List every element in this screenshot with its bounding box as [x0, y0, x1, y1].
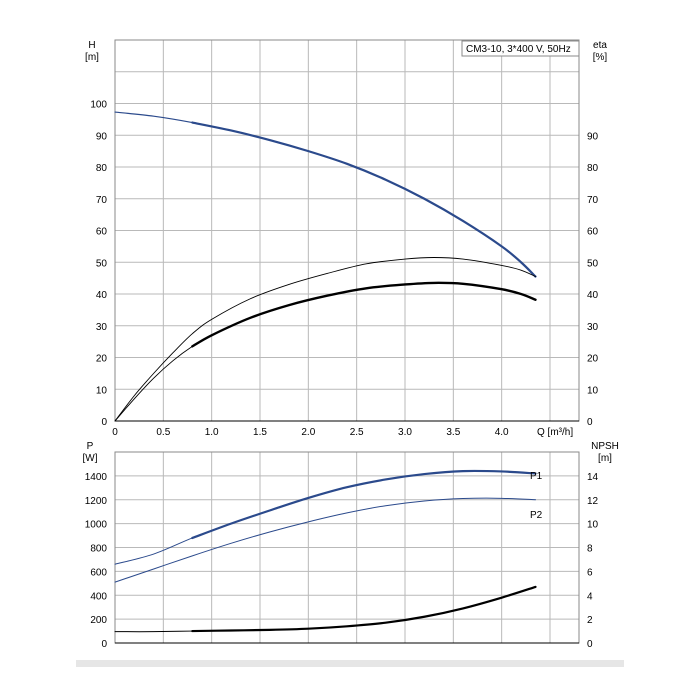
upper-left-tick-label: 30	[96, 322, 108, 333]
lower-right-tick-label: 6	[587, 567, 593, 578]
lower-left-tick-label: 800	[90, 544, 107, 555]
upper-left-tick-label: 100	[90, 100, 107, 111]
upper-left-tick-label: 40	[96, 290, 108, 301]
lower-right-tick-label: 0	[587, 639, 593, 650]
upper-left-tick-label: 70	[96, 195, 108, 206]
lower-left-tick-label: 600	[90, 567, 107, 578]
upper-left-tick-label: 10	[96, 385, 108, 396]
upper-left-tick-label: 20	[96, 354, 108, 365]
efficiency-curve-pump	[114, 282, 536, 422]
power-curve-p1-operating-range	[191, 469, 537, 540]
upper-right-tick-label: 0	[587, 417, 593, 428]
tick-labels: 0 0.5 1.0 1.5 2.0 2.5 3.0 3.5 4.0010203040506070…	[85, 100, 599, 651]
upper-right-tick-label: 80	[587, 163, 599, 174]
lower-left-tick-label: 400	[90, 591, 107, 602]
lower-right-tick-label: 10	[587, 520, 599, 531]
lower-right-tick-label: 2	[587, 615, 593, 626]
x-tick-label: 2.0	[301, 427, 315, 438]
lower-right-tick-label: 4	[587, 591, 593, 602]
x-tick-label: 4.0	[495, 427, 509, 438]
npsh-curve	[114, 586, 536, 633]
lower-right-axis-label-unit: [m]	[598, 453, 612, 464]
lower-right-tick-label: 8	[587, 544, 593, 555]
upper-grid	[115, 40, 579, 421]
upper-left-axis-label-name: H	[88, 40, 95, 51]
x-tick-label: 1.0	[205, 427, 219, 438]
chart-title: CM3-10, 3*400 V, 50Hz	[466, 44, 571, 55]
upper-right-tick-label: 40	[587, 290, 599, 301]
lower-left-tick-label: 200	[90, 615, 107, 626]
upper-left-tick-label: 90	[96, 131, 108, 142]
x-tick-label: 0.5	[156, 427, 170, 438]
upper-left-tick-label: 60	[96, 227, 108, 238]
upper-right-tick-label: 70	[587, 195, 599, 206]
upper-right-tick-label: 30	[587, 322, 599, 333]
x-tick-label: 3.0	[398, 427, 412, 438]
upper-right-tick-label: 60	[587, 227, 599, 238]
lower-left-tick-label: 1400	[85, 472, 108, 483]
lower-left-tick-label: 0	[101, 639, 107, 650]
upper-right-tick-label: 50	[587, 258, 599, 269]
lower-right-axis-label-name: NPSH	[591, 441, 619, 452]
x-axis-label: Q [m³/h]	[537, 427, 573, 438]
x-tick-label: 3.5	[446, 427, 460, 438]
efficiency-curve-total	[114, 257, 536, 422]
x-tick-label: 0	[112, 427, 118, 438]
power-curve-p2	[114, 497, 536, 583]
lower-left-tick-label: 1000	[85, 520, 108, 531]
lower-right-tick-label: 12	[587, 496, 599, 507]
upper-right-tick-label: 20	[587, 354, 599, 365]
lower-left-tick-label: 1200	[85, 496, 108, 507]
series-label-p2: P2	[530, 510, 543, 521]
lower-grid	[115, 452, 579, 643]
lower-left-axis-label-unit: [W]	[83, 453, 98, 464]
title-box	[461, 40, 580, 57]
x-tick-label: 2.5	[350, 427, 364, 438]
head-curve	[114, 111, 537, 278]
upper-left-tick-label: 0	[101, 417, 107, 428]
upper-left-axis-label-unit: [m]	[85, 52, 99, 63]
series-label-p1: P1	[530, 471, 543, 482]
x-tick-label: 1.5	[253, 427, 267, 438]
upper-right-tick-label: 90	[587, 131, 599, 142]
upper-right-axis-label-unit: [%]	[593, 52, 608, 63]
upper-left-tick-label: 50	[96, 258, 108, 269]
curves	[114, 111, 537, 633]
upper-right-axis-label-name: eta	[593, 40, 607, 51]
lower-left-axis-label-name: P	[87, 441, 94, 452]
upper-left-tick-label: 80	[96, 163, 108, 174]
upper-right-tick-label: 10	[587, 385, 599, 396]
plot-frames	[114, 39, 580, 644]
head-curve-operating-range	[191, 121, 537, 278]
npsh-curve-operating-range	[191, 585, 537, 633]
footer-rule	[76, 660, 624, 667]
efficiency-curve-pump-operating-range	[191, 281, 537, 348]
lower-right-tick-label: 14	[587, 472, 599, 483]
